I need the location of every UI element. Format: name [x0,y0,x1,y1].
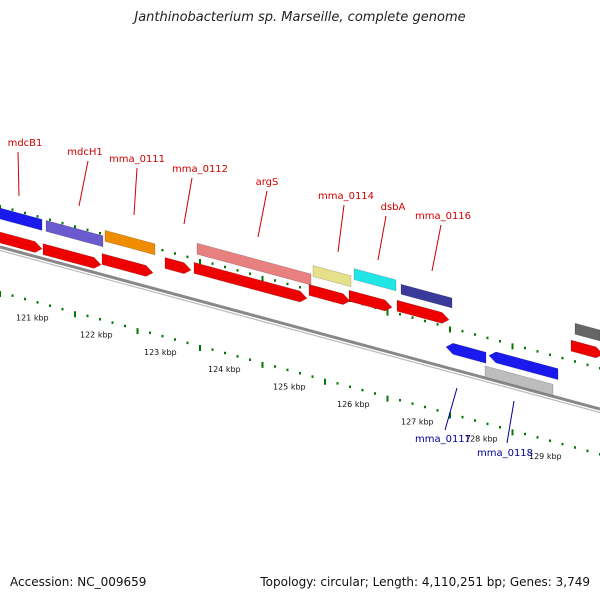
cds-arrow [0,231,43,253]
label-leader-line [17,151,20,197]
label-leader-line [257,190,268,238]
kbp-label: 128 kbp [465,435,498,444]
gene-block-offscreen [574,322,600,342]
map-title: Janthinobacterium sp. Marseille, complet… [134,10,466,25]
gene-block-mma_0111 [104,229,156,256]
tick-track-lower [0,291,600,456]
label-leader-line [133,167,138,216]
gene-block-grey [484,365,554,396]
backbone-line [0,249,600,414]
kbp-label: 123 kbp [144,348,177,357]
tick-track-upper [0,205,600,370]
gene-label-mdcB1: mdcB1 [8,138,43,149]
kbp-labels: 121 kbp 122 kbp 123 kbp 124 kbp 125 kbp 126 k… [16,313,562,461]
cds-arrow [42,243,102,269]
cds-arrow [396,299,450,324]
kbp-label: 129 kbp [529,452,562,461]
cds-arrow [570,339,600,359]
gene-label-dsbA: dsbA [381,202,406,213]
gene-label-mma_0117: mma_0117 [415,434,471,445]
genome-backbone [0,245,600,414]
label-leader-line [377,215,387,261]
accession-text: Accession: NC_009659 [10,575,147,589]
kbp-label: 121 kbp [16,313,49,322]
kbp-label: 125 kbp [273,383,306,392]
cds-arrow [164,257,192,274]
label-leader-line [337,204,345,253]
gene-block-mma_0118 [488,351,559,381]
gene-block-mma_0116 [400,283,453,309]
label-leader-line [506,400,515,444]
cds-arrow [193,261,308,303]
gene-label-mma_0112: mma_0112 [172,164,228,175]
gene-block-mma_0114 [312,265,352,288]
gene-label-mma_0116: mma_0116 [415,211,471,222]
gene-block-mma_0117 [445,342,487,364]
gene-labels: mdcB1 mdcH1 mma_0111 mma_0112 argS mma_0114ds… [8,138,533,459]
genome-stats-text: Topology: circular; Length: 4,110,251 bp… [260,575,590,589]
gene-label-mdcH1: mdcH1 [67,147,102,158]
gene-block-dsbA [353,268,397,292]
kbp-label: 124 kbp [208,365,241,374]
kbp-label: 122 kbp [80,331,113,340]
feature-track [0,207,600,396]
gene-label-mma_0118: mma_0118 [477,448,533,459]
backbone-line [0,245,600,411]
gene-label-argS: argS [256,177,279,188]
cds-arrow [308,284,351,305]
label-leader-line [78,160,89,207]
gene-label-mma_0114: mma_0114 [318,191,374,202]
kbp-label: 127 kbp [401,417,434,426]
label-leader-line [431,224,442,272]
gene-block-mdcB1 [0,207,43,231]
gene-label-mma_0111: mma_0111 [109,154,165,165]
label-leader-line [444,387,458,431]
cds-arrow [348,289,393,312]
kbp-label: 126 kbp [337,400,370,409]
gene-block-mdcH1 [45,220,104,248]
label-leader-line [183,177,193,225]
cds-arrow [101,253,154,277]
